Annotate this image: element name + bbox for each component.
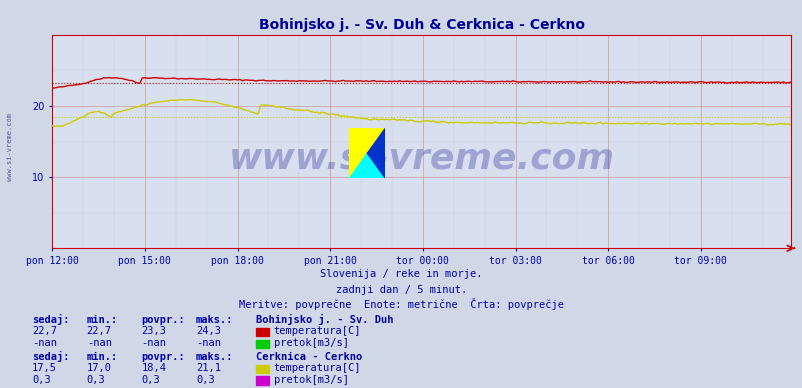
Text: temperatura[C]: temperatura[C]	[273, 326, 361, 336]
Text: min.:: min.:	[87, 352, 118, 362]
Text: povpr.:: povpr.:	[141, 315, 184, 325]
Text: Meritve: povprečne  Enote: metrične  Črta: povprečje: Meritve: povprečne Enote: metrične Črta:…	[239, 298, 563, 310]
Title: Bohinjsko j. - Sv. Duh & Cerknica - Cerkno: Bohinjsko j. - Sv. Duh & Cerknica - Cerk…	[258, 18, 584, 32]
Text: 22,7: 22,7	[87, 326, 111, 336]
Text: -nan: -nan	[32, 338, 57, 348]
Text: 0,3: 0,3	[141, 375, 160, 385]
Text: 22,7: 22,7	[32, 326, 57, 336]
Polygon shape	[367, 128, 385, 178]
Text: -nan: -nan	[141, 338, 166, 348]
Text: www.si-vreme.com: www.si-vreme.com	[229, 142, 614, 176]
Text: pretok[m3/s]: pretok[m3/s]	[273, 375, 348, 385]
Text: Bohinjsko j. - Sv. Duh: Bohinjsko j. - Sv. Duh	[256, 314, 393, 325]
Text: 0,3: 0,3	[87, 375, 105, 385]
Text: sedaj:: sedaj:	[32, 314, 70, 325]
Text: 24,3: 24,3	[196, 326, 221, 336]
Text: Cerknica - Cerkno: Cerknica - Cerkno	[256, 352, 362, 362]
Text: maks.:: maks.:	[196, 315, 233, 325]
Text: -nan: -nan	[87, 338, 111, 348]
Polygon shape	[349, 153, 385, 178]
Text: 23,3: 23,3	[141, 326, 166, 336]
Text: Slovenija / reke in morje.: Slovenija / reke in morje.	[320, 269, 482, 279]
Text: pretok[m3/s]: pretok[m3/s]	[273, 338, 348, 348]
Text: povpr.:: povpr.:	[141, 352, 184, 362]
Text: 17,0: 17,0	[87, 363, 111, 373]
Text: 0,3: 0,3	[196, 375, 214, 385]
Text: 18,4: 18,4	[141, 363, 166, 373]
Text: -nan: -nan	[196, 338, 221, 348]
Text: zadnji dan / 5 minut.: zadnji dan / 5 minut.	[335, 285, 467, 295]
Text: min.:: min.:	[87, 315, 118, 325]
Text: 17,5: 17,5	[32, 363, 57, 373]
Text: sedaj:: sedaj:	[32, 351, 70, 362]
Polygon shape	[349, 128, 385, 178]
Text: maks.:: maks.:	[196, 352, 233, 362]
Text: 21,1: 21,1	[196, 363, 221, 373]
Text: temperatura[C]: temperatura[C]	[273, 363, 361, 373]
Text: 0,3: 0,3	[32, 375, 51, 385]
Text: www.si-vreme.com: www.si-vreme.com	[7, 113, 14, 182]
